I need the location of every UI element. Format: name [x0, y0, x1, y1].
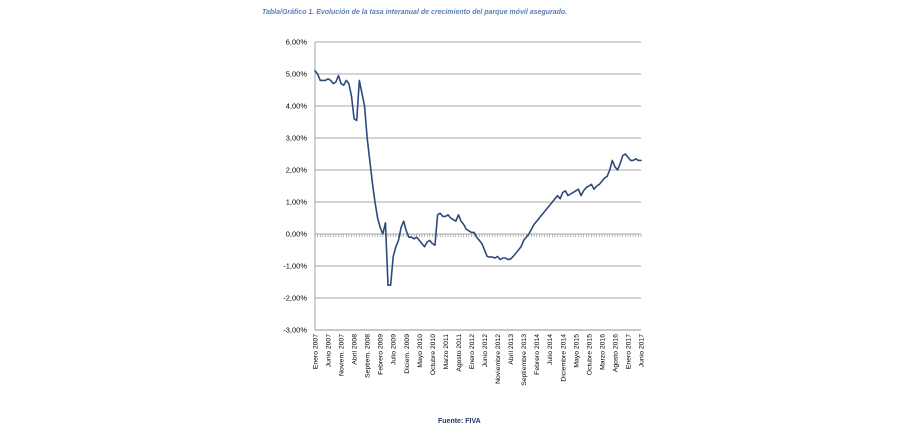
- x-tick-label: Junio 2012: [482, 334, 489, 367]
- x-tick-label: Agosto 2016: [612, 334, 619, 372]
- y-tick-label: 5,00%: [286, 70, 308, 79]
- x-tick-label: Diciem. 2009: [404, 334, 411, 374]
- x-tick-label: Diciembre 2014: [560, 334, 567, 382]
- y-tick-label: 3,00%: [286, 134, 308, 143]
- y-tick-label: 0,00%: [286, 230, 308, 239]
- y-tick-label: -2,00%: [283, 294, 307, 303]
- axes: [314, 42, 642, 331]
- y-tick-labels: 6,00% 5,00% 4,00% 3,00% 2,00% 1,00% 0,00% -1,00…: [283, 38, 307, 335]
- y-tick-label: 4,00%: [286, 102, 308, 111]
- x-tick-label: Marzo 2016: [599, 334, 606, 370]
- x-tick-label: Junio 2007: [326, 334, 333, 367]
- chart-caption: Tabla/Gráfico 1. Evolución de la tasa in…: [262, 9, 568, 16]
- series-line: [314, 70, 642, 287]
- x-tick-label: Julio 2014: [547, 334, 554, 365]
- y-tick-label: -1,00%: [283, 262, 307, 271]
- x-tick-label: Mayo 2010: [417, 334, 424, 368]
- series: [314, 70, 642, 287]
- x-tick-label: Enero 2012: [469, 334, 476, 369]
- x-tick-label: Julio 2009: [391, 334, 398, 365]
- x-tick-label: Marzo 2011: [443, 334, 450, 370]
- source-note: Fuente: FIVA: [438, 418, 481, 425]
- y-tick-label: 6,00%: [286, 38, 308, 47]
- x-tick-label: Junio 2017: [639, 334, 646, 367]
- y-tick-label: 2,00%: [286, 166, 308, 175]
- x-tick-label: Noviem. 2007: [339, 334, 346, 376]
- x-tick-label: Octubre 2015: [586, 334, 593, 375]
- y-tick-label: -3,00%: [283, 326, 307, 335]
- x-tick-label: Septiem. 2008: [365, 334, 372, 378]
- x-tick-label: Febrero 2014: [534, 334, 541, 375]
- x-tick-label: Septiembre 2013: [521, 334, 528, 386]
- x-tick-labels: Enero 2007 Junio 2007 Noviem. 2007 Abril 20…: [313, 334, 646, 386]
- x-tick-label: Enero 2017: [625, 334, 632, 369]
- x-tick-label: Abril 2008: [352, 334, 359, 365]
- x-tick-label: Noviembre 2012: [495, 334, 502, 384]
- x-tick-label: Abril 2013: [508, 334, 515, 365]
- x-tick-label: Agosto 2011: [456, 334, 463, 372]
- x-tick-label: Febrero 2009: [378, 334, 385, 375]
- y-tick-label: 1,00%: [286, 198, 308, 207]
- x-tick-label: Mayo 2015: [573, 334, 580, 368]
- x-tick-label: Enero 2007: [313, 334, 320, 369]
- x-tick-label: Octubre 2010: [430, 334, 437, 375]
